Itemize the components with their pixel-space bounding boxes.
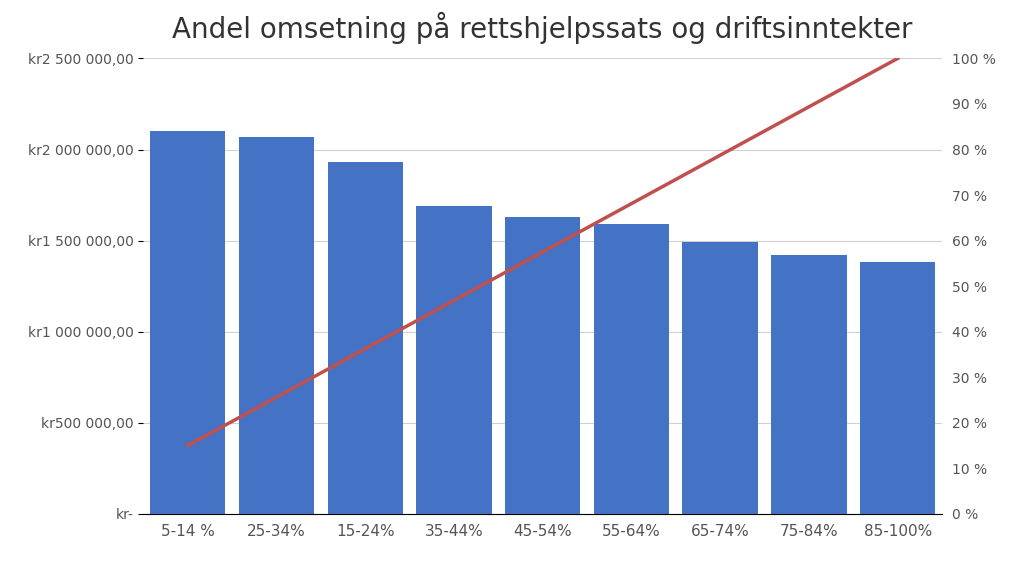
Bar [505,217,581,514]
Bar [328,162,403,514]
Bar [771,255,847,514]
Title: Andel omsetning på rettshjelpssats og driftsinntekter: Andel omsetning på rettshjelpssats og dr… [172,12,913,44]
Bar [594,224,670,514]
Bar [239,137,314,514]
Bar [683,242,758,514]
Bar [860,262,936,514]
Bar [416,206,492,514]
Bar [151,131,225,514]
